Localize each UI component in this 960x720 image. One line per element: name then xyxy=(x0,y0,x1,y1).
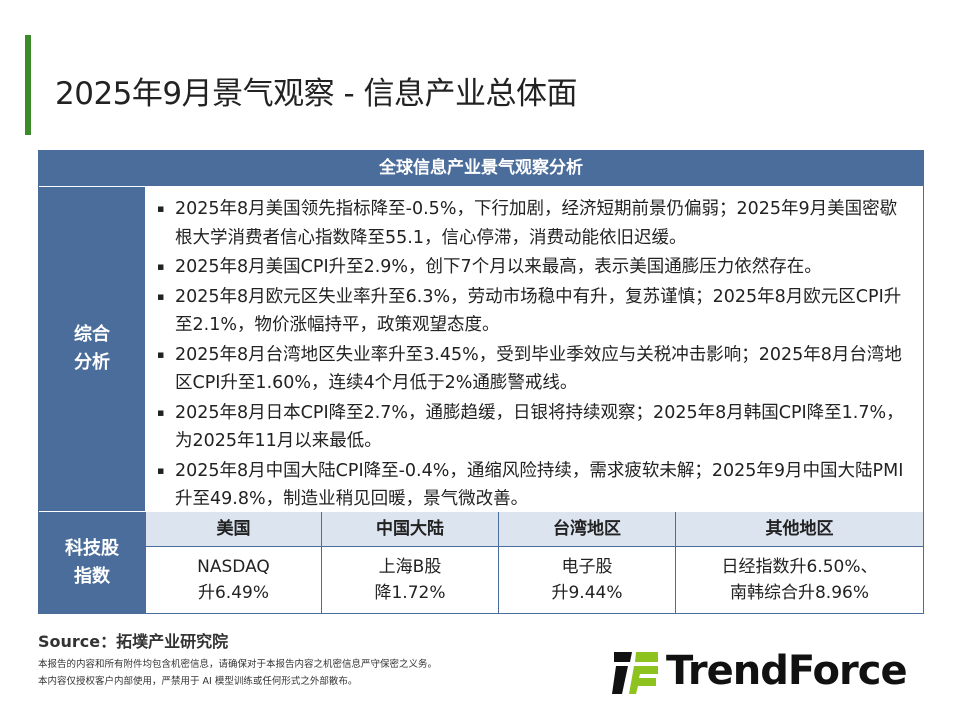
stock-label: 科技股 指数 xyxy=(39,512,145,613)
bullet-item: 2025年8月欧元区失业率升至6.3%，劳动市场稳中有升，复苏谨慎；2025年8… xyxy=(157,283,911,340)
bullet-item: 2025年8月中国大陆CPI降至-0.4%，通缩风险持续，需求疲软未解；2025… xyxy=(157,457,911,514)
trendforce-logo: TrendForce xyxy=(612,648,908,694)
region-header: 中国大陆 xyxy=(321,512,498,547)
bullet-item: 2025年8月日本CPI降至2.7%，通膨趋缓，日银将持续观察；2025年8月韩… xyxy=(157,399,911,456)
confidentiality-note: 本报告的内容和所有附件均包含机密信息，请确保对于本报告内容之机密信息严守保密之义… xyxy=(38,659,438,687)
stock-cell: 上海B股 降1.72% xyxy=(321,547,498,613)
bullet-item: 2025年8月台湾地区失业率升至3.45%，受到毕业季效应与关税冲击影响；202… xyxy=(157,341,911,398)
trendforce-logo-icon xyxy=(612,652,658,694)
table-header: 全球信息产业景气观察分析 xyxy=(39,151,923,186)
region-header: 台湾地区 xyxy=(498,512,675,547)
stock-grid: 美国 中国大陆 台湾地区 其他地区 NASDAQ 升6.49% 上海B股 降1.72… xyxy=(145,512,923,613)
region-header: 其他地区 xyxy=(675,512,923,547)
source-text: Source：拓墣产业研究院 xyxy=(38,632,229,651)
logo-text: TrendForce xyxy=(666,648,908,694)
bullet-item: 2025年8月美国领先指标降至-0.5%，下行加剧，经济短期前景仍偏弱；2025… xyxy=(157,195,911,252)
page-title: 2025年9月景气观察 - 信息产业总体面 xyxy=(55,76,578,112)
analysis-content: 2025年8月美国领先指标降至-0.5%，下行加剧，经济短期前景仍偏弱；2025… xyxy=(145,187,923,511)
stock-cell: 日经指数升6.50%、 南韩综合升8.96% xyxy=(675,547,923,613)
analysis-label: 综合 分析 xyxy=(39,187,145,511)
stock-cell: NASDAQ 升6.49% xyxy=(145,547,321,613)
bullet-item: 2025年8月美国CPI升至2.9%，创下7个月以来最高，表示美国通膨压力依然存… xyxy=(157,253,911,282)
accent-bar xyxy=(25,35,31,135)
stock-row: 科技股 指数 美国 中国大陆 台湾地区 其他地区 NASDAQ 升6.49% 上海B… xyxy=(39,511,923,613)
region-header: 美国 xyxy=(145,512,321,547)
stock-cell: 电子股 升9.44% xyxy=(498,547,675,613)
